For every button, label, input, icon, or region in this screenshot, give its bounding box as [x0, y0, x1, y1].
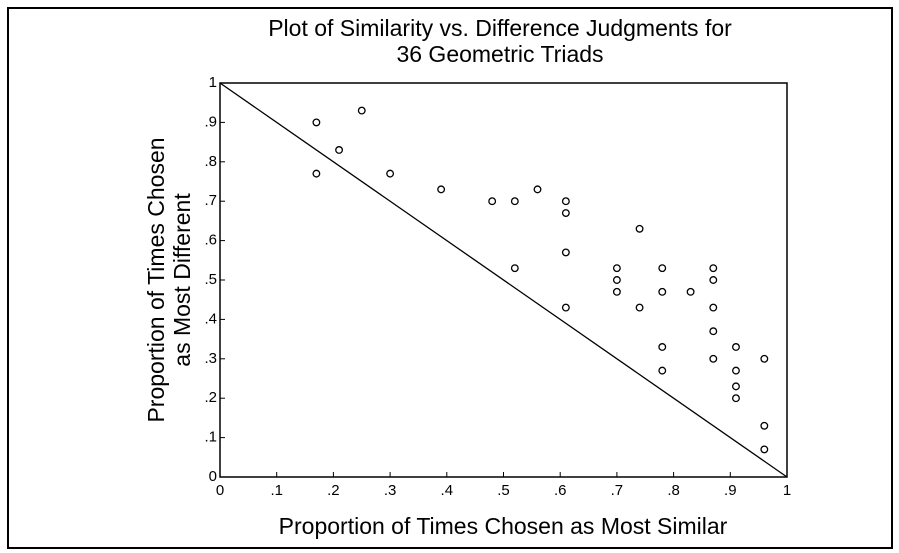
point: [510, 197, 519, 206]
x-axis-label: Proportion of Times Chosen as Most Simil…: [279, 513, 728, 539]
chart-title: Plot of Similarity vs. Difference Judgme…: [268, 15, 732, 41]
x-tick-label: .4: [441, 482, 454, 499]
point: [686, 287, 695, 296]
x-tick-label: .8: [667, 482, 680, 499]
y-tick-label: .3: [204, 350, 217, 367]
x-tick-label: .2: [327, 482, 340, 499]
point: [612, 287, 621, 296]
x-tick-label: 1: [783, 482, 791, 499]
point: [732, 394, 740, 403]
point: [732, 343, 740, 351]
point: [510, 264, 519, 273]
point: [709, 327, 718, 336]
point: [635, 224, 644, 233]
point: [635, 303, 644, 312]
point: [386, 169, 395, 178]
reference-line: [219, 82, 788, 478]
y-tick-label: 0: [209, 468, 217, 485]
y-tick-label: .2: [204, 389, 217, 406]
point: [709, 303, 718, 312]
x-tick-label: .1: [270, 482, 283, 499]
point: [732, 366, 740, 375]
point: [533, 185, 542, 194]
point: [658, 366, 667, 375]
point: [658, 343, 667, 351]
y-tick-label: .4: [204, 310, 217, 327]
y-tick-label: .5: [204, 271, 217, 288]
point: [658, 264, 667, 273]
point: [760, 354, 769, 363]
point: [561, 197, 570, 206]
x-tick-label: 0: [216, 482, 224, 499]
x-tick-label: .3: [384, 482, 397, 499]
frame: [7, 7, 893, 549]
y-tick-label: .8: [204, 153, 217, 170]
x-tick-label: .9: [724, 482, 737, 499]
point: [312, 118, 321, 127]
point: [709, 276, 718, 284]
point: [658, 287, 667, 296]
point: [488, 197, 497, 206]
x-tick-label: .6: [554, 482, 567, 499]
point: [335, 146, 344, 154]
point: [612, 276, 621, 284]
point: [561, 248, 570, 257]
x-tick-label: .7: [611, 482, 624, 499]
point: [732, 382, 740, 391]
point: [561, 303, 570, 312]
point: [437, 185, 446, 194]
y-axis-label: as Most Different: [169, 193, 195, 367]
y-tick-label: 1: [209, 74, 217, 91]
chart-title: 36 Geometric Triads: [396, 41, 603, 67]
point: [612, 264, 621, 273]
point: [312, 169, 321, 178]
y-tick-label: .1: [204, 429, 217, 446]
y-tick-label: .6: [204, 232, 217, 249]
point: [760, 445, 769, 454]
point: [709, 264, 718, 273]
point: [760, 421, 769, 430]
point: [357, 106, 366, 115]
y-axis-label: Proportion of Times Chosen: [143, 137, 169, 422]
y-tick-label: .9: [204, 113, 217, 130]
point: [561, 209, 570, 217]
y-tick-label: .7: [204, 192, 217, 209]
point: [709, 354, 718, 363]
x-tick-label: .5: [497, 482, 510, 499]
